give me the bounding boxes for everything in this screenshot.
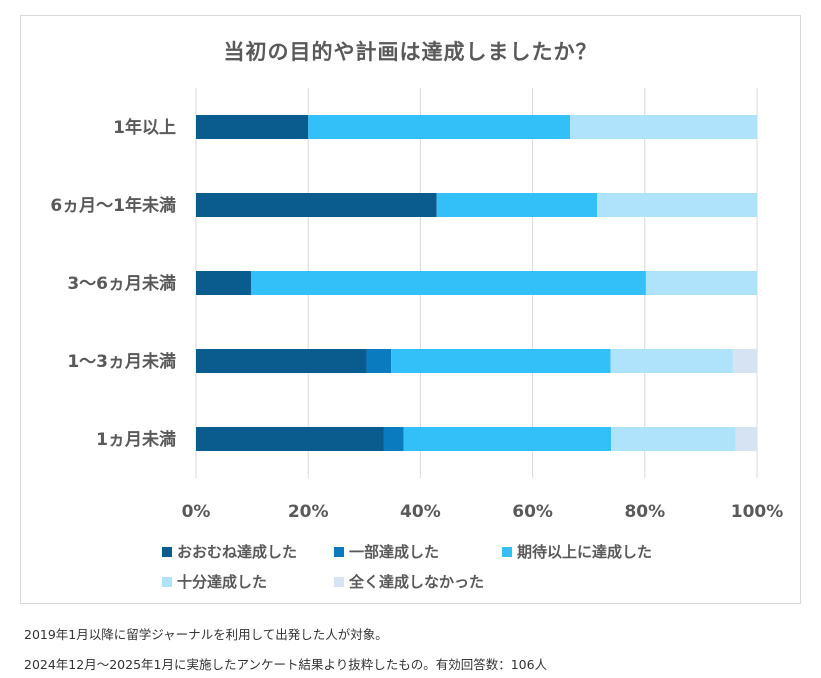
bar-segment bbox=[391, 349, 611, 373]
bar-segment bbox=[645, 271, 757, 295]
x-tick-label: 100% bbox=[731, 502, 784, 522]
bar-segment bbox=[196, 271, 251, 295]
legend-label: おおむね達成した bbox=[177, 543, 298, 561]
footnote-1: 2019年1月以降に留学ジャーナルを利用して出発した人が対象。 bbox=[24, 627, 388, 642]
x-tick-label: 20% bbox=[288, 502, 329, 522]
footnote-2: 2024年12月〜2025年1月に実施したアンケート結果より抜粋したもの。有効回… bbox=[24, 657, 548, 672]
bar-segment bbox=[196, 427, 384, 451]
chart-legend: おおむね達成した 一部達成した 期待以上に達成した 十分達成した 全く達成しなか… bbox=[21, 541, 800, 601]
legend-label: 全く達成しなかった bbox=[349, 573, 485, 591]
bar-segment bbox=[611, 427, 736, 451]
bar-segment bbox=[366, 349, 392, 373]
x-tick-label: 40% bbox=[400, 502, 441, 522]
x-tick-label: 80% bbox=[624, 502, 665, 522]
chart-title: 当初の目的や計画は達成しましたか？ bbox=[223, 40, 598, 64]
chart-frame: 当初の目的や計画は達成しましたか？ おおむね達成した 一部達成した 期待以上に達… bbox=[20, 15, 801, 604]
category-label: 1年以上 bbox=[113, 117, 176, 138]
category-label: 1〜3ヵ月未満 bbox=[67, 351, 176, 372]
bar-segment bbox=[570, 115, 757, 139]
bar-segment bbox=[610, 349, 733, 373]
bar-segment bbox=[196, 193, 437, 217]
bar-segment bbox=[735, 427, 757, 451]
bar-segment bbox=[308, 115, 571, 139]
legend-label: 期待以上に達成した bbox=[517, 543, 653, 561]
legend-item-1: 一部達成した bbox=[334, 541, 439, 562]
legend-item-3: 十分達成した bbox=[162, 571, 267, 592]
legend-swatch bbox=[162, 576, 172, 587]
bar-segment bbox=[196, 115, 309, 139]
bar-segment bbox=[732, 349, 757, 373]
x-tick-label: 0% bbox=[182, 502, 211, 522]
legend-swatch bbox=[502, 546, 512, 557]
bar-segment bbox=[403, 427, 612, 451]
legend-item-0: おおむね達成した bbox=[162, 541, 297, 562]
category-label: 3〜6ヵ月未満 bbox=[67, 273, 176, 294]
bar-segment bbox=[383, 427, 404, 451]
legend-swatch bbox=[334, 576, 344, 587]
legend-swatch bbox=[162, 546, 172, 557]
legend-item-2: 期待以上に達成した bbox=[502, 541, 652, 562]
bar-segment bbox=[597, 193, 757, 217]
bar-segment bbox=[250, 271, 646, 295]
legend-item-4: 全く達成しなかった bbox=[334, 571, 484, 592]
category-label: 6ヵ月〜1年未満 bbox=[50, 195, 176, 216]
x-tick-label: 60% bbox=[512, 502, 553, 522]
legend-label: 一部達成した bbox=[349, 543, 440, 561]
legend-label: 十分達成した bbox=[177, 573, 268, 591]
category-label: 1ヵ月未満 bbox=[96, 429, 176, 450]
legend-swatch bbox=[334, 546, 344, 557]
bar-segment bbox=[436, 193, 598, 217]
bar-segment bbox=[196, 349, 367, 373]
